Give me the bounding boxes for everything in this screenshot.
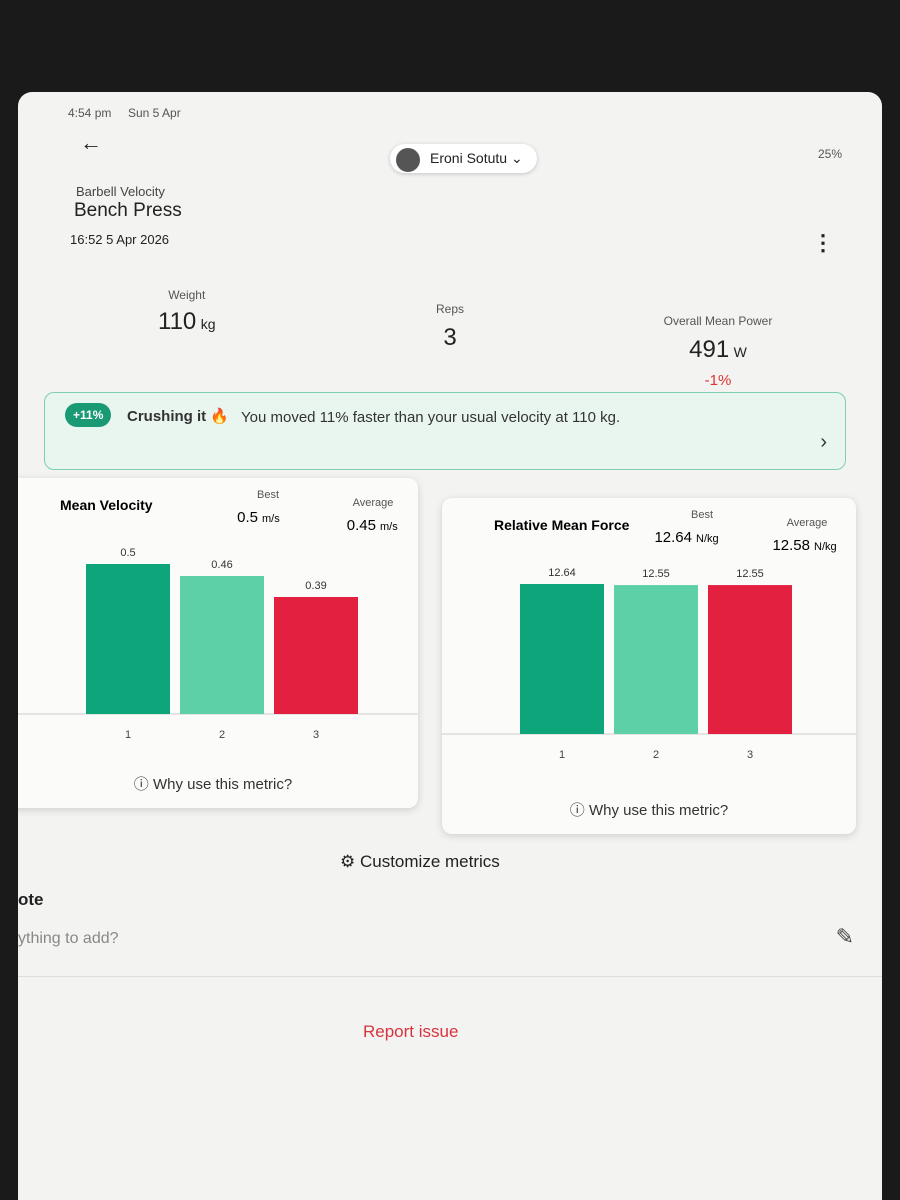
average-label: Average — [787, 517, 828, 529]
category: Barbell Velocity — [76, 184, 165, 199]
best-value: 12.64 — [654, 529, 692, 546]
x-label: 2 — [219, 729, 225, 741]
bar-label: 0.5 — [120, 547, 135, 559]
bar — [708, 585, 792, 734]
average-label: Average — [353, 497, 394, 509]
stat: Reps 3 — [436, 302, 464, 352]
x-label: 3 — [747, 749, 753, 761]
banner-headline: Crushing it 🔥 — [127, 408, 230, 425]
banner-badge: +11% — [65, 403, 112, 427]
metric-chart: Relative Mean Force Best 12.64 N/kg Average 1… — [442, 509, 856, 761]
stat-label: Overall Mean Power — [663, 314, 773, 328]
help-link[interactable]: ⓘ Why use this metric? — [569, 802, 729, 819]
edit-button[interactable]: ✎ — [835, 924, 854, 949]
bar — [274, 597, 358, 714]
help-text: Why use this metric? — [588, 802, 729, 819]
metric-title: Mean Velocity — [60, 497, 153, 513]
metric-card: Mean Velocity Best 0.5 m/s Average 0.45 m/s 0.5… — [18, 478, 418, 808]
best-value: 0.5 — [237, 509, 258, 526]
help-link[interactable]: ⓘ Why use this metric? — [133, 776, 293, 793]
bar-label: 0.46 — [211, 559, 232, 571]
bar — [520, 584, 604, 734]
report-button[interactable]: Report issue — [363, 1022, 459, 1041]
best-unit: N/kg — [696, 533, 719, 545]
metric-chart: Mean Velocity Best 0.5 m/s Average 0.45 m/s 0.5… — [18, 489, 418, 741]
x-label: 1 — [125, 729, 131, 741]
bar-label: 0.39 — [305, 580, 326, 592]
bar-label: 12.55 — [736, 568, 764, 580]
user-name: Eroni Sotutu — [430, 150, 508, 166]
stat-value: 3 — [443, 324, 457, 351]
note-input[interactable]: ything to add? — [18, 930, 119, 947]
status-time: 4:54 pm — [68, 106, 112, 120]
x-label: 1 — [559, 749, 565, 761]
banner[interactable]: +11% Crushing it 🔥 You moved 11% faster … — [44, 392, 846, 470]
stat-label: Weight — [168, 288, 206, 302]
average-unit: N/kg — [814, 541, 837, 553]
best-label: Best — [257, 489, 279, 501]
customize-text: Customize metrics — [359, 852, 500, 871]
avatar — [396, 148, 420, 172]
status-date: Sun 5 Apr — [128, 106, 181, 120]
stat-value: 491 — [689, 336, 730, 363]
help-text: Why use this metric? — [152, 776, 293, 793]
stat-unit: kg — [200, 316, 216, 332]
bar-label: 12.64 — [548, 567, 576, 579]
stat: Overall Mean Power 491 W -1% — [658, 314, 778, 389]
x-label: 3 — [313, 729, 319, 741]
bar — [86, 564, 170, 714]
stat-unit: W — [733, 344, 747, 360]
timestamp: 16:52 5 Apr 2026 — [70, 232, 170, 247]
battery: 25% — [817, 147, 842, 161]
back-button[interactable]: ← — [80, 130, 102, 155]
best-unit: m/s — [262, 513, 280, 525]
stat-change: -1% — [704, 372, 732, 389]
bar-label: 12.55 — [642, 568, 670, 580]
menu-button[interactable]: ⋮ — [812, 230, 834, 255]
exercise: Bench Press — [74, 200, 182, 221]
divider — [18, 976, 882, 977]
user-chip[interactable]: Eroni Sotutu ⌄ — [390, 144, 537, 173]
average-value: 0.45 — [347, 517, 376, 534]
average-value: 12.58 — [772, 537, 810, 554]
note-title: ote — [18, 890, 44, 909]
bar — [614, 585, 698, 734]
x-label: 2 — [653, 749, 659, 761]
stat-label: Reps — [436, 302, 465, 316]
banner-arrow: › — [820, 431, 827, 453]
stat-value: 110 — [158, 308, 197, 335]
screen: 4:54 pm Sun 5 Apr 25% ← Eroni Sotutu ⌄ B… — [18, 92, 882, 1200]
metric-title: Relative Mean Force — [494, 517, 630, 533]
stat: Weight 110 kg — [158, 288, 216, 336]
best-label: Best — [691, 509, 713, 521]
metric-card: Relative Mean Force Best 12.64 N/kg Average 1… — [442, 498, 856, 834]
banner-message: You moved 11% faster than your usual vel… — [241, 409, 621, 426]
customize-button[interactable]: ⚙ Customize metrics — [340, 852, 500, 871]
average-unit: m/s — [380, 521, 398, 533]
bar — [180, 576, 264, 714]
